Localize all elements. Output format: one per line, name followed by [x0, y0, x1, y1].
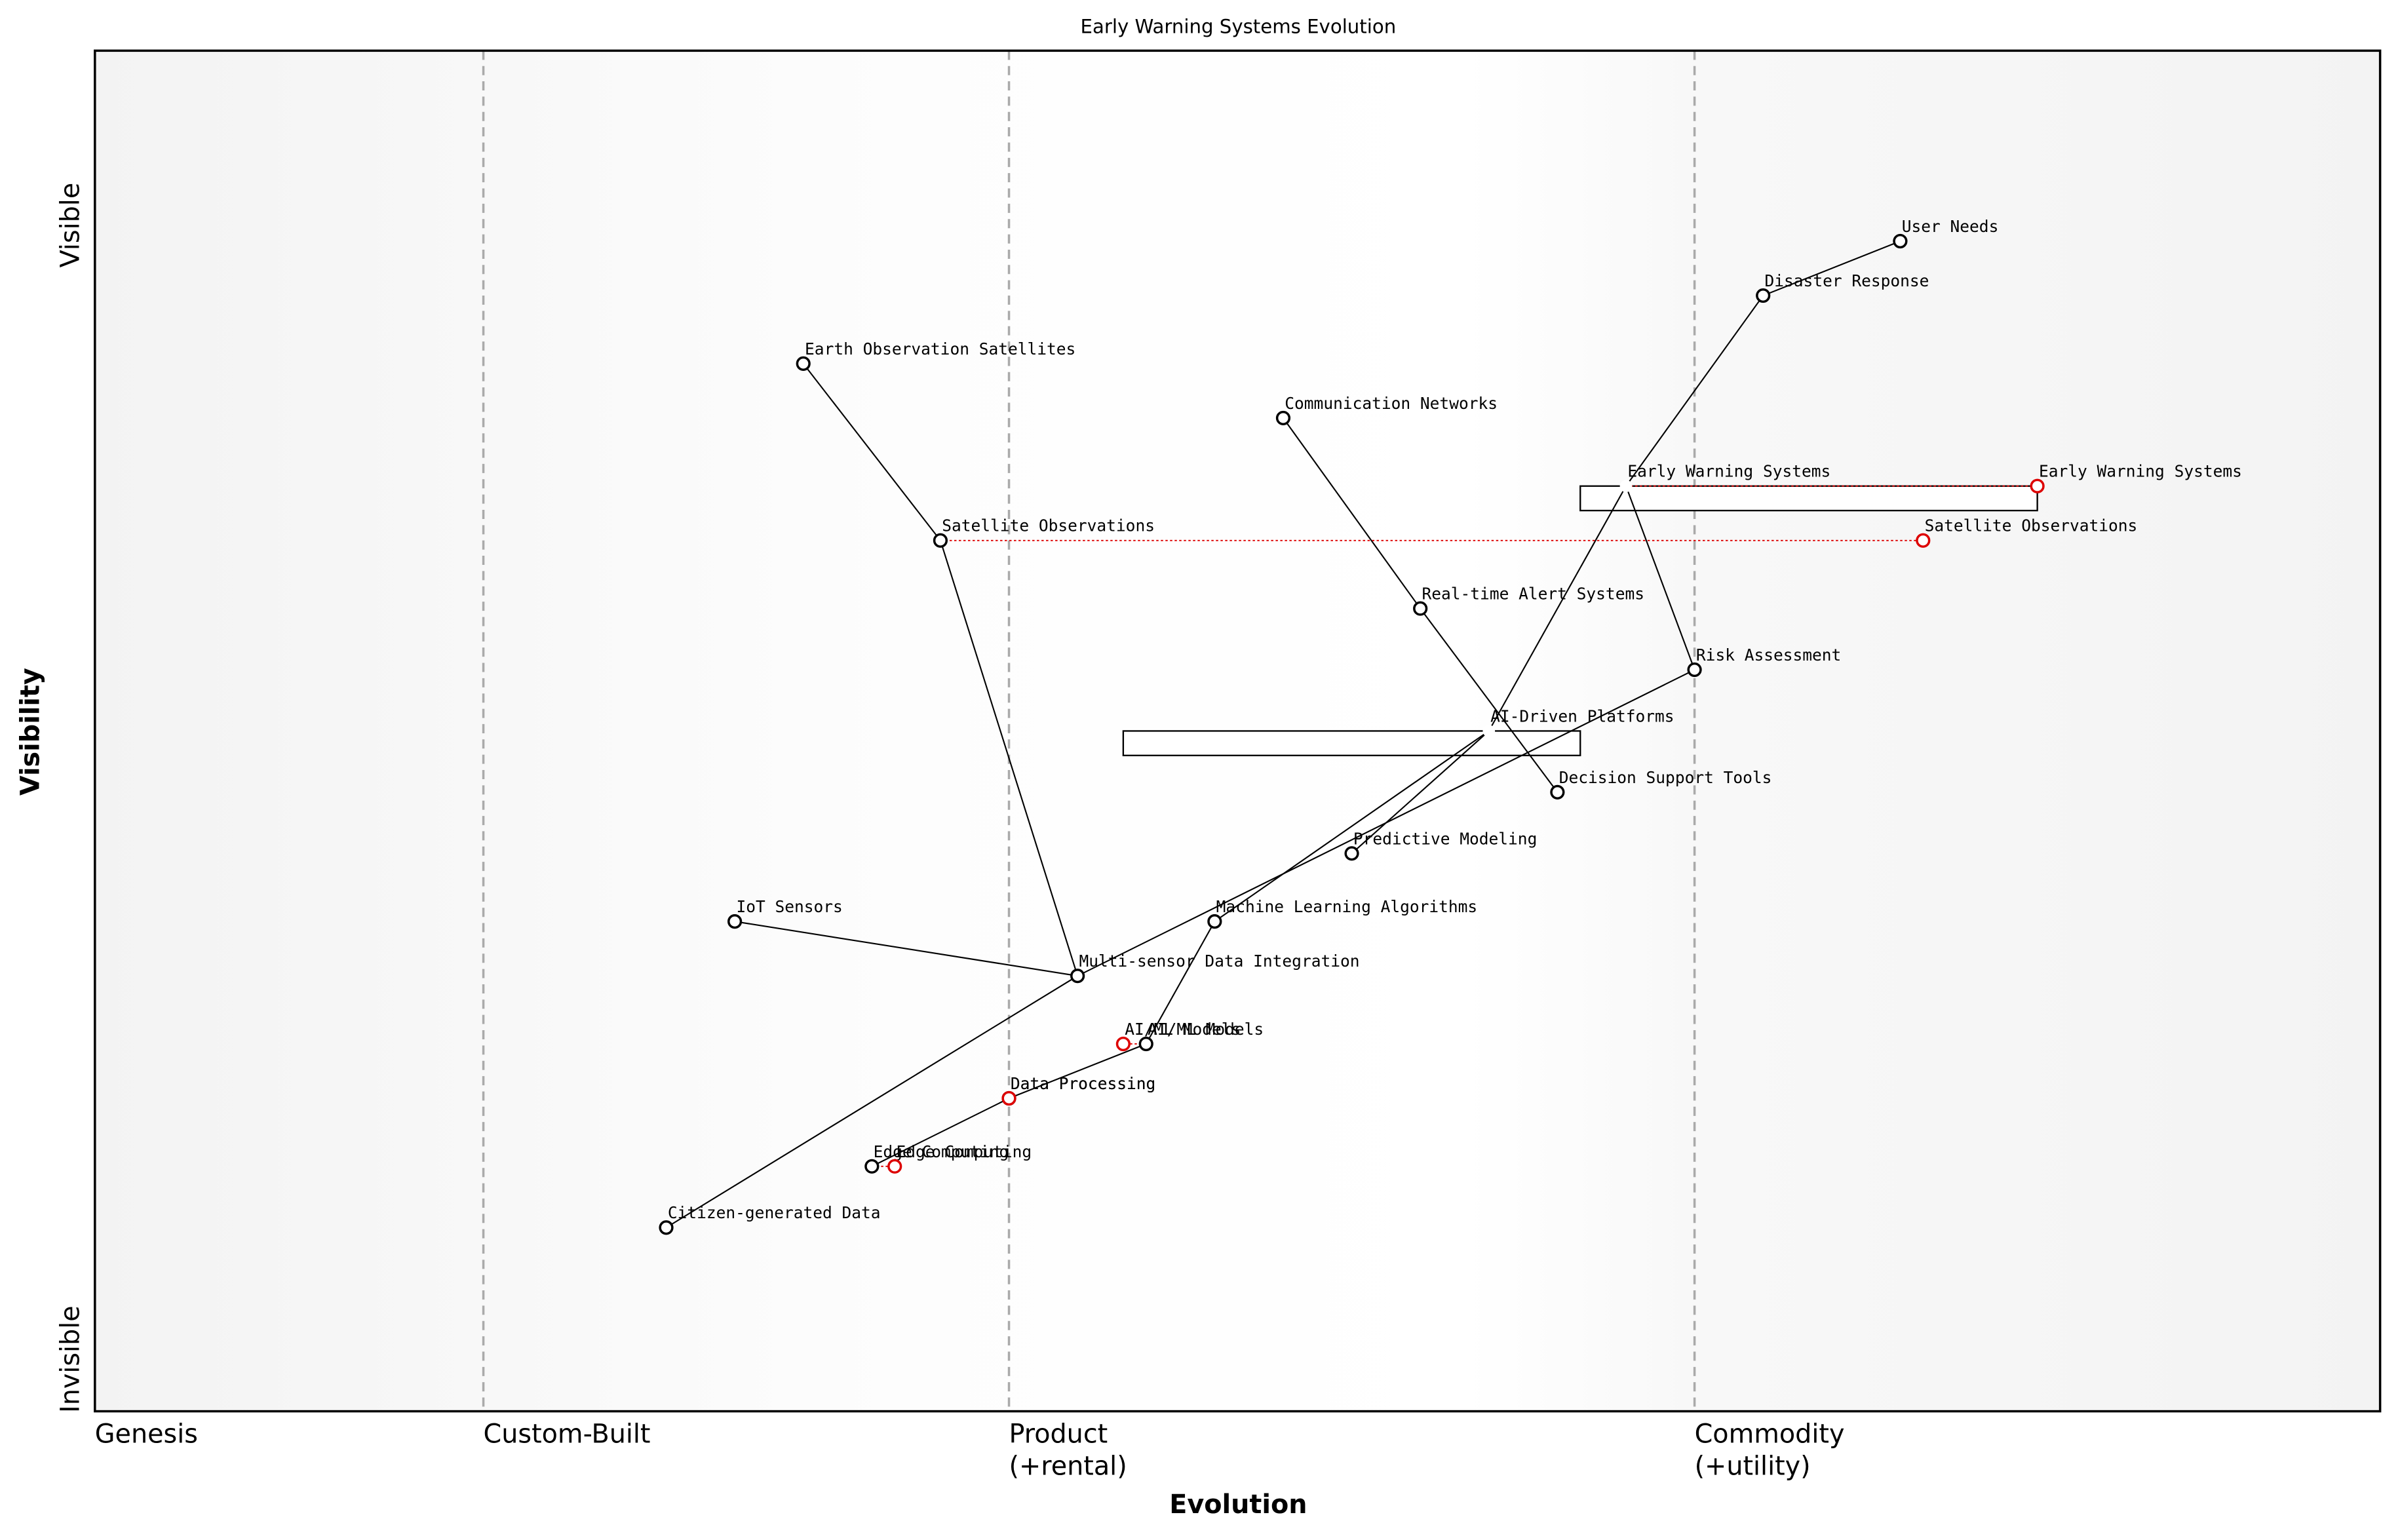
- component: [1070, 969, 1085, 984]
- y-axis-label: Visibility: [16, 668, 46, 796]
- component-label: Communication Networks: [1285, 394, 1498, 413]
- evolution-label: Edge Computing: [897, 1142, 1032, 1161]
- plot-frame: [94, 49, 2382, 1413]
- link: [1009, 1043, 1147, 1100]
- evolution-label: Satellite Observations: [1925, 516, 2138, 535]
- component-label: Multi-sensor Data Integration: [1079, 952, 1359, 971]
- pipeline: [1122, 730, 1581, 756]
- stage-label: Genesis: [95, 1419, 198, 1449]
- link: [1762, 241, 1901, 297]
- component: [1550, 784, 1565, 799]
- link: [1214, 730, 1490, 922]
- link: [802, 363, 941, 541]
- stage-label: Commodity: [1695, 1419, 1845, 1449]
- component: [864, 1159, 880, 1174]
- link: [665, 975, 1078, 1229]
- component-label: Risk Assessment: [1696, 645, 1841, 664]
- component: [1275, 410, 1291, 426]
- stage-note: (+rental): [1009, 1451, 1127, 1481]
- pipeline-anchor: [1482, 725, 1496, 737]
- evolution-label: Data Processing: [1011, 1074, 1155, 1093]
- component-label: AI/ML Models: [1148, 1020, 1264, 1039]
- component: [1893, 233, 1908, 249]
- stage-note: (+utility): [1695, 1451, 1811, 1481]
- component: [933, 533, 948, 548]
- component-label: User Needs: [1902, 217, 1999, 236]
- component-label: AI-Driven Platforms: [1490, 706, 1674, 725]
- evolution-target: [1001, 1090, 1016, 1106]
- component-label: Disaster Response: [1765, 271, 1929, 290]
- link: [1351, 730, 1490, 855]
- component: [1756, 288, 1771, 303]
- component-label: Early Warning Systems: [1627, 462, 1830, 481]
- component-label: Decision Support Tools: [1559, 768, 1772, 787]
- link: [1625, 486, 1695, 670]
- component: [727, 914, 743, 929]
- stage-label: Custom-Built: [484, 1419, 651, 1449]
- component-label: Predictive Modeling: [1353, 829, 1537, 848]
- link: [734, 921, 1078, 977]
- stage-label: Product: [1009, 1419, 1108, 1449]
- component-label: Real-time Alert Systems: [1422, 585, 1644, 604]
- link: [1145, 921, 1216, 1045]
- pipeline-anchor: [1619, 480, 1633, 493]
- component: [1687, 662, 1702, 678]
- component: [1207, 914, 1222, 929]
- component: [659, 1220, 674, 1235]
- component-label: Data Processing: [1011, 1074, 1155, 1093]
- evolution-label: Early Warning Systems: [2039, 462, 2242, 481]
- component: [1344, 846, 1359, 861]
- component-label: IoT Sensors: [736, 897, 842, 916]
- component: [1138, 1036, 1153, 1052]
- component: [1413, 601, 1428, 616]
- link: [1488, 486, 1627, 731]
- link: [871, 1098, 1010, 1167]
- component-label: Earth Observation Satellites: [805, 339, 1075, 358]
- component-label: Citizen-generated Data: [668, 1203, 881, 1222]
- evolution-target: [2030, 478, 2045, 493]
- component-label: Machine Learning Algorithms: [1216, 897, 1478, 916]
- component-label: Satellite Observations: [942, 516, 1155, 535]
- link: [939, 540, 1079, 976]
- component: [796, 356, 811, 371]
- evolution-target: [1115, 1036, 1131, 1052]
- evolution-target: [887, 1159, 902, 1174]
- link: [1077, 669, 1695, 977]
- evolution-label: AI/ML Models: [1125, 1020, 1241, 1039]
- link: [1625, 295, 1764, 487]
- link: [1283, 417, 1422, 609]
- y-top-label: Visible: [55, 183, 85, 268]
- evolution-target: [1916, 533, 1931, 548]
- pipeline: [1579, 485, 2038, 512]
- component-label: Edge Computing: [874, 1142, 1009, 1161]
- x-axis-label: Evolution: [1169, 1490, 1307, 1520]
- link: [1420, 607, 1558, 793]
- y-bottom-label: Invisible: [55, 1305, 85, 1413]
- chart-title: Early Warning Systems Evolution: [1081, 15, 1397, 37]
